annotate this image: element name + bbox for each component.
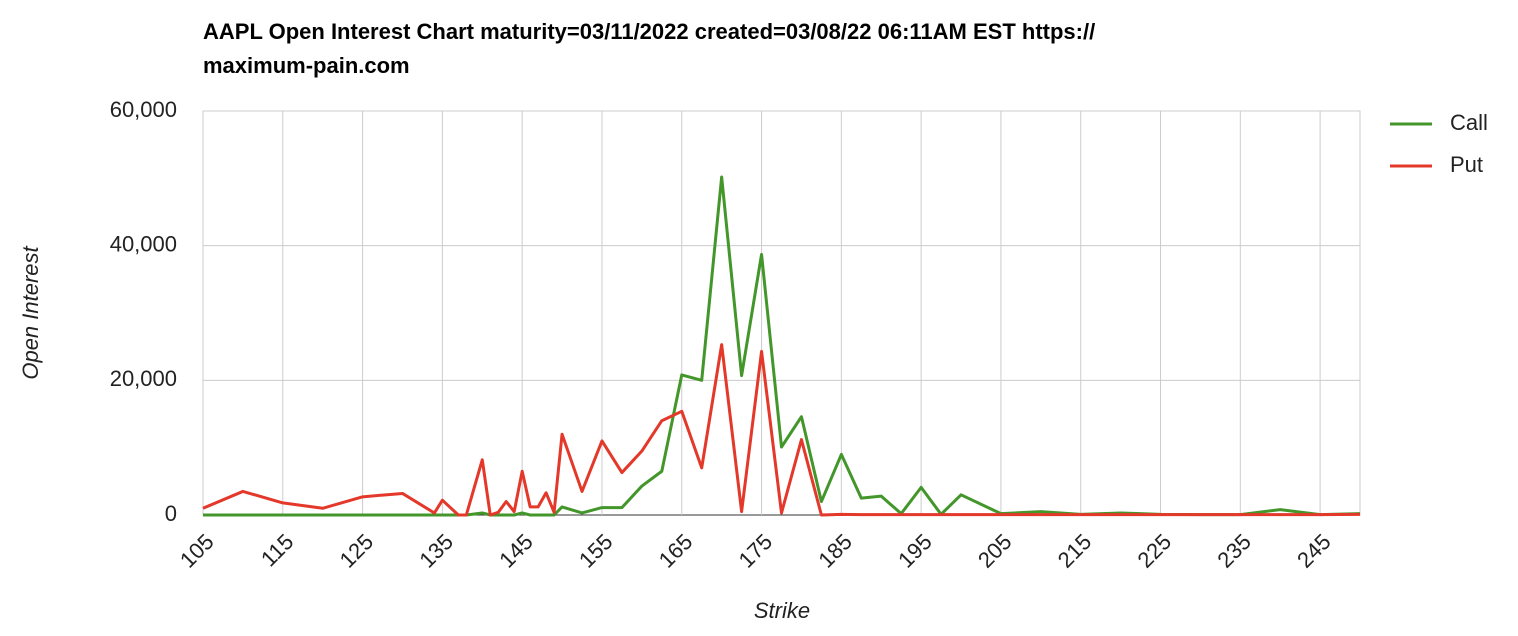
y-tick-label: 20,000 [110,366,177,391]
x-tick-label: 135 [414,529,458,573]
legend-label: Put [1450,152,1483,177]
x-tick-label: 215 [1053,529,1097,573]
x-tick-label: 195 [893,529,937,573]
y-axis-title: Open Interest [18,245,43,379]
x-tick-label: 105 [175,529,219,573]
x-tick-label: 145 [494,529,538,573]
chart-subtitle: maximum-pain.com [203,53,410,78]
x-tick-label: 115 [256,529,298,571]
y-tick-label: 60,000 [110,97,177,122]
x-tick-label: 245 [1292,529,1336,573]
y-tick-label: 0 [165,501,177,526]
series-line [202,343,1361,517]
chart-title: AAPL Open Interest Chart maturity=03/11/… [203,19,1095,44]
x-tick-label: 235 [1212,529,1256,573]
x-axis-title: Strike [754,598,810,623]
x-tick-label: 205 [973,529,1017,573]
x-tick-label: 225 [1133,529,1177,573]
x-tick-label: 165 [654,529,698,573]
x-tick-label: 175 [734,529,778,573]
y-tick-label: 40,000 [110,231,177,256]
x-tick-label: 185 [813,529,857,573]
series-line [203,175,1361,517]
legend-label: Call [1450,110,1488,135]
x-tick-label: 155 [574,529,618,573]
plot-area [202,110,1361,516]
x-tick-label: 125 [335,529,379,573]
